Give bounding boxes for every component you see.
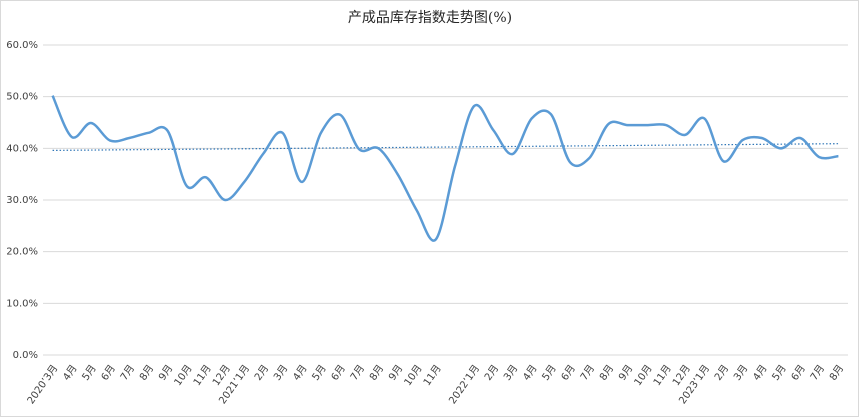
y-tick-label: 30.0% [6,195,38,206]
y-tick-label: 10.0% [6,298,38,309]
trendline [52,143,839,151]
y-tick-label: 60.0% [6,40,38,51]
line [51,95,839,242]
y-tick-label: 40.0% [6,143,38,154]
chart-title: 产成品库存指数走势图(%) [348,10,512,26]
y-tick-label: 50.0% [6,92,38,103]
y-tick-label: 0.0% [13,350,38,361]
y-tick-label: 20.0% [6,247,38,258]
